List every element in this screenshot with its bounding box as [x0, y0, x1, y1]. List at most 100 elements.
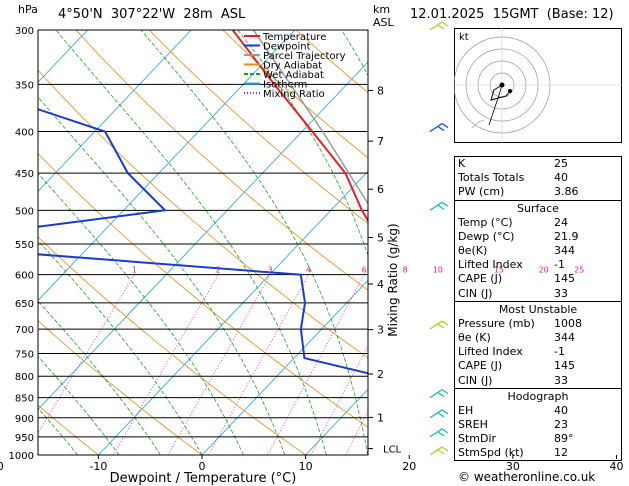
index-row: Totals Totals 40 [455, 171, 621, 185]
pressure-tick-label: 800 [15, 372, 34, 383]
wet-adiabat-line [140, 30, 368, 455]
wet-adiabat-line [38, 172, 244, 455]
most-unstable-title: Most Unstable [498, 302, 578, 316]
wet-adiabat-line [38, 355, 120, 455]
hodograph-trace [490, 84, 511, 101]
pressure-tick-label: 900 [15, 414, 34, 425]
index-value: 23 [554, 417, 568, 431]
index-row: StmDir 89° [455, 432, 621, 446]
pressure-tick-label: 950 [15, 433, 34, 444]
index-value: 3.86 [554, 185, 579, 199]
index-value: 89° [554, 432, 574, 446]
legend-label: Dewpoint [263, 42, 311, 53]
datetime-title: 12.01.2025 15GMT (Base: 12) [410, 7, 614, 22]
index-row: SREH 23 [455, 418, 621, 432]
index-label: CAPE (J) [458, 359, 503, 373]
km-tick-label: 7 [377, 135, 384, 148]
km-tick-label: 8 [377, 84, 384, 97]
mixing-ratio-axis-label: Mixing Ratio (g/kg) [386, 223, 400, 336]
index-label: θe (K) [458, 330, 491, 344]
mixing-ratio-label: 10 [433, 266, 443, 275]
pressure-tick-label: 600 [15, 271, 34, 282]
index-row: CIN (J) 33 [455, 287, 621, 301]
indices-panel: K 25 Totals Totals 40 PW (cm) 3.86 Surface Te… [454, 156, 622, 462]
wet-adiabat-line [38, 407, 78, 455]
index-label: Temp (°C) [458, 215, 513, 229]
temperature-line [231, 30, 368, 223]
mixing-ratio-line [310, 344, 368, 455]
legend-label: Wet Adiabat [263, 70, 324, 81]
wind-barb [429, 320, 449, 330]
index-label: Pressure (mb) [458, 316, 535, 330]
wind-barb [429, 21, 449, 31]
pressure-tick-label: 350 [15, 80, 34, 91]
hodograph-box-title: Hodograph [507, 389, 569, 403]
surface-title: Surface [517, 201, 559, 215]
index-row: Lifted Index -1 [455, 258, 621, 272]
most-unstable-box: Most Unstable Pressure (mb) 1008 θe (K) 344… [454, 301, 622, 389]
dewpoint-line [38, 108, 368, 375]
x-tick-label: 30 [506, 460, 520, 473]
km-tick-label: 4 [377, 278, 384, 291]
pressure-tick-label: 300 [15, 26, 34, 37]
dry-adiabat-line [222, 30, 368, 159]
legend-label: Mixing Ratio [263, 89, 325, 100]
index-row: Dewp (°C) 21.9 [455, 230, 621, 244]
index-row: EH 40 [455, 404, 621, 418]
index-label: θe(K) [458, 244, 488, 258]
copyright: © weatheronline.co.uk [458, 470, 596, 484]
index-value: 145 [554, 359, 575, 373]
isotherm-line [38, 30, 192, 192]
index-value: 21.9 [554, 229, 579, 243]
index-value: 24 [554, 215, 568, 229]
isotherm-line [38, 30, 296, 301]
index-value: 145 [554, 272, 575, 286]
hodograph-ghost-trace [471, 119, 485, 129]
hpa-label: hPa [18, 3, 38, 16]
index-value: 33 [554, 286, 568, 300]
pressure-tick-label: 750 [15, 349, 34, 360]
legend-label: Isotherm [263, 80, 307, 91]
index-label: Lifted Index [458, 345, 523, 359]
x-tick-label: -10 [89, 460, 107, 473]
mixing-ratio-label: 20 [539, 266, 549, 275]
index-value: 25 [554, 157, 568, 171]
pressure-tick-label: 700 [15, 325, 34, 336]
hodograph-storm [488, 84, 503, 126]
index-row: StmSpd (kt) 12 [455, 446, 621, 460]
mixing-ratio-label: 1 [132, 266, 137, 275]
wind-barb [429, 123, 449, 133]
index-value: 344 [554, 244, 575, 258]
dry-adiabat-line [38, 404, 99, 455]
index-label: SREH [458, 417, 488, 431]
index-label: EH [458, 403, 474, 417]
index-label: Totals Totals [458, 171, 525, 185]
km-tick-label: 3 [377, 324, 384, 337]
dry-adiabat-line [148, 30, 368, 224]
index-value: 12 [554, 446, 568, 460]
mixing-ratio-label: 25 [574, 266, 584, 275]
x-tick-label: 40 [610, 460, 624, 473]
x-tick-label: 0 [199, 460, 206, 473]
index-row: Pressure (mb) 1008 [455, 317, 621, 331]
km-tick-label: 5 [377, 231, 384, 244]
dry-adiabat-line [38, 320, 203, 455]
index-label: CIN (J) [458, 286, 493, 300]
indices-top-box: K 25 Totals Totals 40 PW (cm) 3.86 [454, 156, 622, 201]
hodograph-end-dot [508, 89, 512, 93]
wind-barb [429, 409, 449, 419]
index-row: CAPE (J) 145 [455, 359, 621, 373]
index-label: Lifted Index [458, 258, 523, 272]
index-row: θe (K) 344 [455, 331, 621, 345]
location-title: 4°50'N 307°22'W 28m ASL [58, 7, 246, 22]
mixing-ratio-line [208, 274, 309, 455]
pressure-tick-label: 450 [15, 169, 34, 180]
dry-adiabat-line [38, 153, 368, 428]
index-label: StmSpd (kt) [458, 446, 524, 460]
index-row: CAPE (J) 145 [455, 272, 621, 286]
mixing-ratio-label: 4 [306, 266, 311, 275]
x-tick-label: -20 [0, 460, 4, 473]
pressure-tick-label: 650 [15, 299, 34, 310]
mixing-ratio-label: 2 [216, 266, 221, 275]
